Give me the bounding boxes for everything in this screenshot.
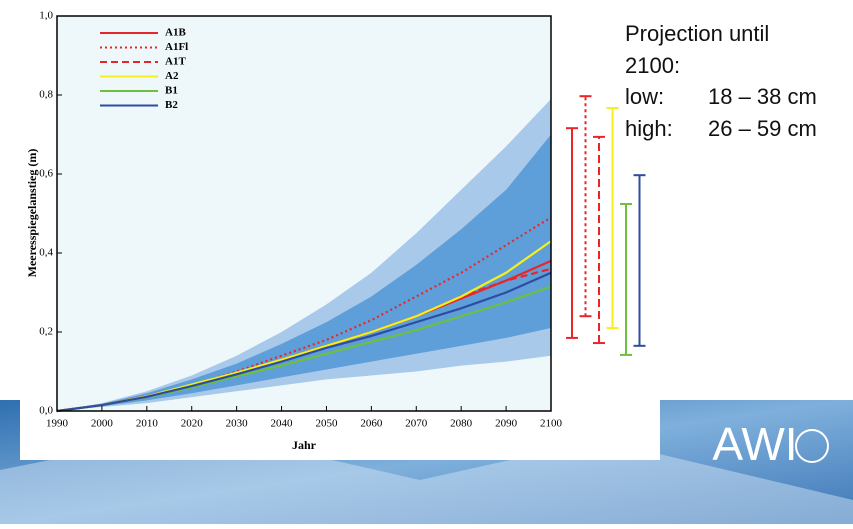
y-axis-label: Meeresspiegelanstieg (m) bbox=[25, 149, 39, 278]
y-tick-label: 0,6 bbox=[39, 168, 53, 180]
y-tick-label: 0,2 bbox=[39, 326, 53, 338]
x-tick-label: 2080 bbox=[450, 418, 473, 430]
x-tick-label: 2050 bbox=[315, 418, 338, 430]
legend-label: A2 bbox=[165, 70, 179, 82]
logo: AWI bbox=[712, 418, 797, 470]
y-tick-label: 0,0 bbox=[39, 405, 53, 417]
x-tick-label: 2000 bbox=[91, 418, 114, 430]
x-tick-label: 2100 bbox=[540, 418, 563, 430]
x-tick-label: 1990 bbox=[46, 418, 69, 430]
projection-title: Projection until bbox=[625, 21, 769, 46]
high-value: 26 – 59 cm bbox=[708, 116, 817, 141]
projection-year: 2100: bbox=[625, 53, 680, 78]
x-tick-label: 2040 bbox=[271, 418, 294, 430]
x-tick-label: 2070 bbox=[405, 418, 428, 430]
page: AWI Projection until 2100: low: 18 – 38 … bbox=[0, 0, 853, 529]
high-label: high: bbox=[625, 116, 673, 141]
legend-label: A1T bbox=[165, 56, 186, 68]
x-tick-label: 2060 bbox=[360, 418, 383, 430]
low-label: low: bbox=[625, 84, 664, 109]
x-tick-label: 2090 bbox=[495, 418, 518, 430]
x-tick-label: 2030 bbox=[226, 418, 249, 430]
x-tick-label: 2010 bbox=[136, 418, 159, 430]
y-tick-label: 0,8 bbox=[39, 89, 53, 101]
low-value: 18 – 38 cm bbox=[708, 84, 817, 109]
legend-label: B1 bbox=[165, 85, 178, 97]
slide: AWI Projection until 2100: low: 18 – 38 … bbox=[0, 0, 853, 524]
legend-label: B2 bbox=[165, 99, 178, 111]
y-tick-label: 0,4 bbox=[39, 247, 53, 259]
y-tick-label: 1,0 bbox=[39, 10, 53, 22]
x-axis-label: Jahr bbox=[292, 438, 317, 452]
legend-label: A1B bbox=[165, 27, 186, 39]
legend-label: A1Fl bbox=[165, 41, 188, 53]
x-tick-label: 2020 bbox=[181, 418, 204, 430]
